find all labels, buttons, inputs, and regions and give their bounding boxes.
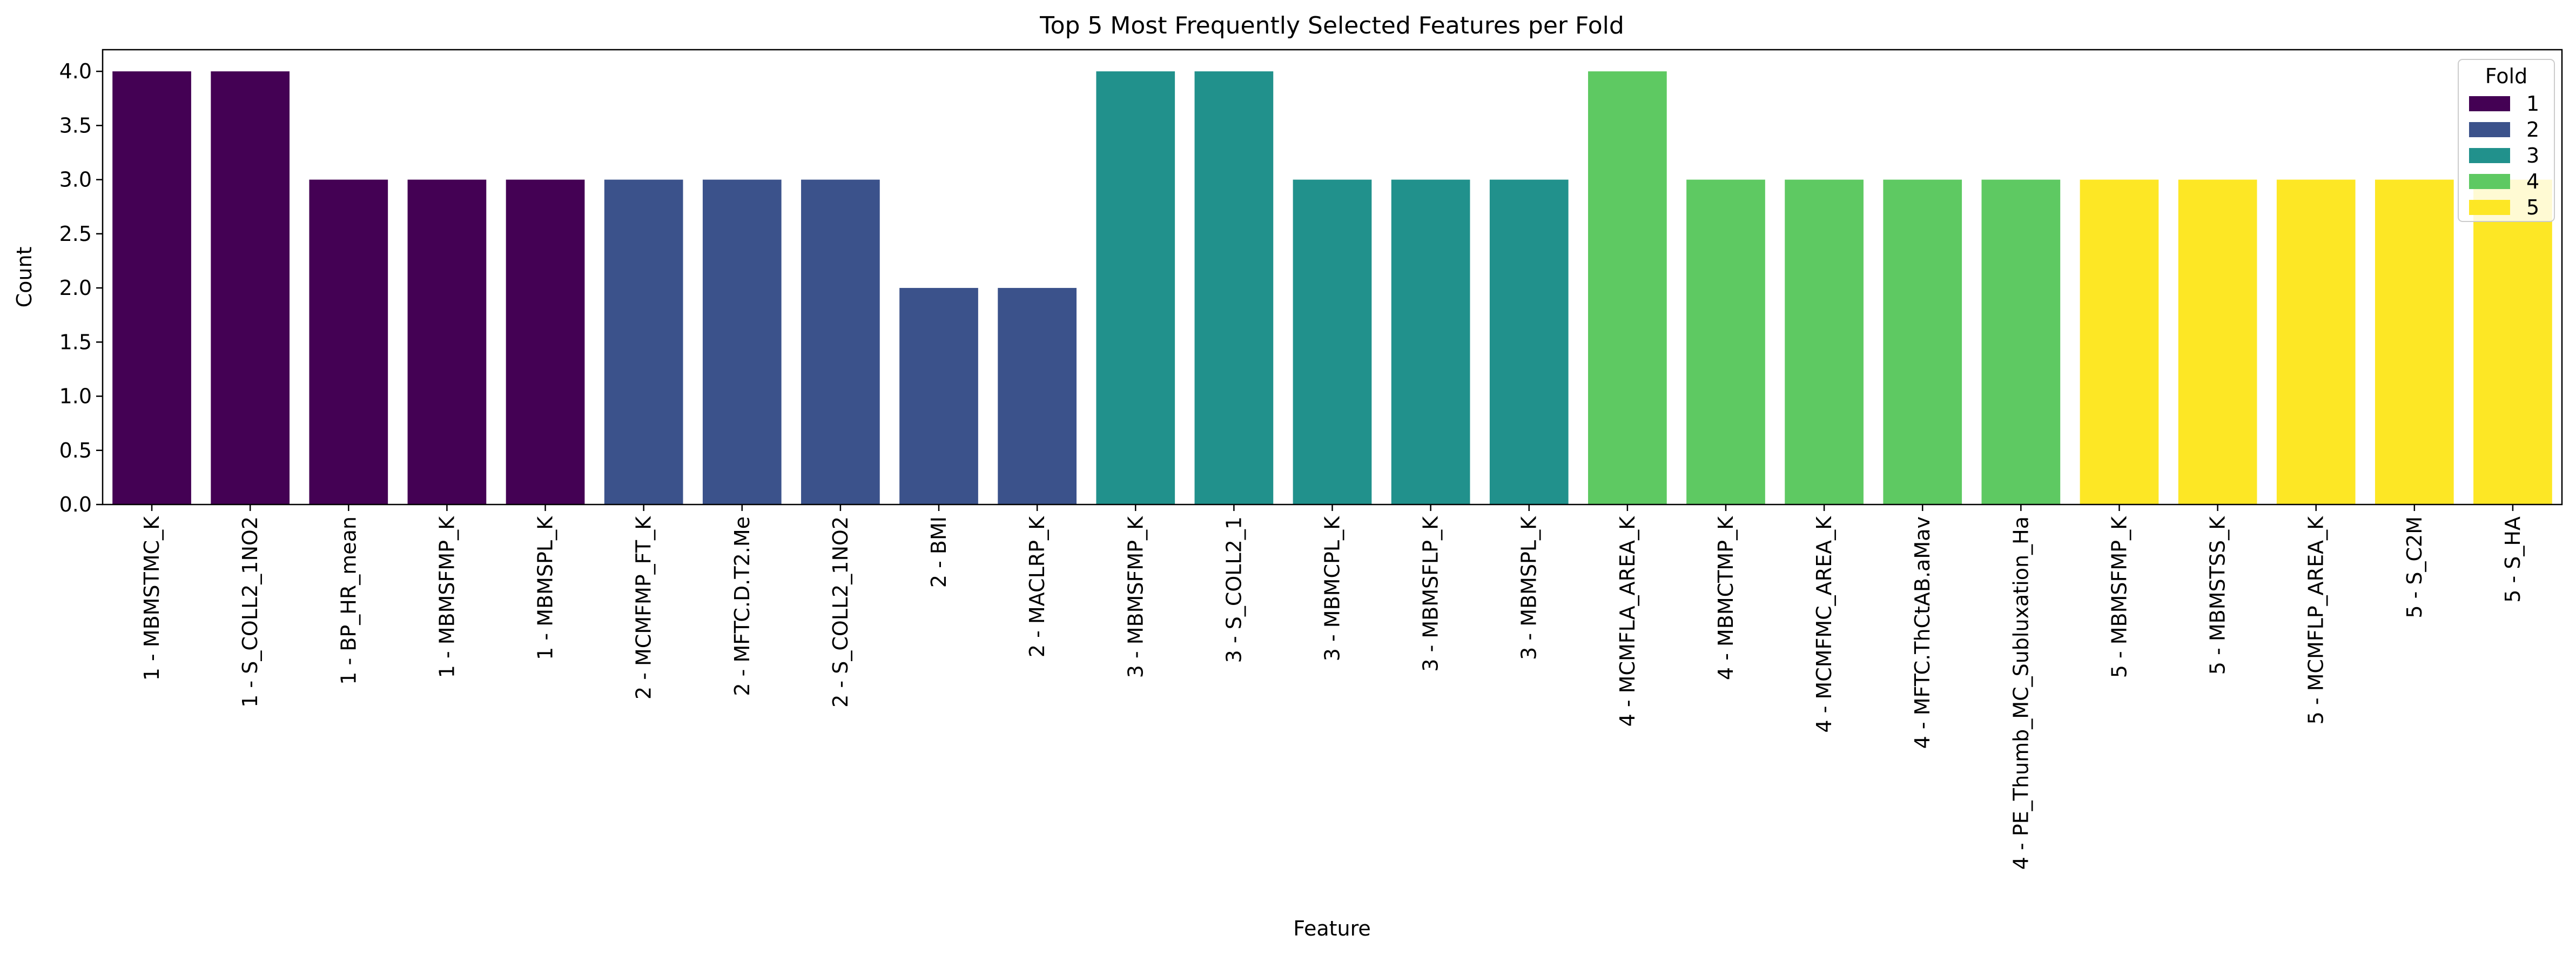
y-tick-label: 3.5 bbox=[59, 113, 92, 137]
x-tick-label: 4 - MCMFLA_AREA_K bbox=[1616, 516, 1639, 727]
x-axis-label: Feature bbox=[1293, 917, 1371, 940]
bar bbox=[1293, 179, 1372, 505]
legend-swatch bbox=[2469, 122, 2510, 137]
x-tick-label: 4 - MCMFMC_AREA_K bbox=[1812, 516, 1836, 733]
legend-label: 5 bbox=[2526, 196, 2539, 219]
x-tick-label: 1 - S_COLL2_1NO2 bbox=[238, 516, 262, 708]
bar bbox=[2276, 179, 2356, 505]
x-tick-label: 1 - MBMSFMP_K bbox=[435, 516, 459, 678]
bar bbox=[604, 179, 683, 505]
x-tick-label: 4 - MFTC.ThCtAB.aMav bbox=[1911, 516, 1934, 749]
x-tick-label: 5 - S_HA bbox=[2501, 516, 2525, 603]
bar bbox=[309, 179, 388, 505]
bar bbox=[1785, 179, 1864, 505]
bar bbox=[112, 71, 191, 505]
legend-label: 3 bbox=[2526, 144, 2539, 167]
x-tick-label: 1 - MBMSPL_K bbox=[534, 516, 557, 660]
bar bbox=[899, 288, 978, 505]
y-tick-label: 2.5 bbox=[59, 222, 92, 246]
y-tick-label: 2.0 bbox=[59, 276, 92, 300]
x-tick-label: 2 - MACLRP_K bbox=[1025, 516, 1049, 657]
bar bbox=[2080, 179, 2159, 505]
bar bbox=[702, 179, 782, 505]
y-tick-label: 4.0 bbox=[59, 59, 92, 83]
y-tick-label: 3.0 bbox=[59, 168, 92, 192]
bar bbox=[1981, 179, 2061, 505]
bar bbox=[1588, 71, 1667, 505]
x-tick-label: 2 - MCMFMP_FT_K bbox=[632, 516, 656, 700]
legend-swatch bbox=[2469, 200, 2510, 215]
x-tick-label: 3 - MBMSFLP_K bbox=[1419, 516, 1443, 672]
legend-label: 1 bbox=[2526, 92, 2539, 116]
x-tick-label: 3 - MBMSFMP_K bbox=[1124, 516, 1147, 678]
x-tick-label: 3 - MBMSPL_K bbox=[1517, 516, 1541, 660]
plot-frame bbox=[102, 49, 2563, 506]
bar bbox=[1391, 179, 1470, 505]
bar bbox=[2178, 179, 2257, 505]
x-tick-label: 3 - S_COLL2_1 bbox=[1222, 516, 1246, 663]
bar bbox=[998, 288, 1077, 505]
y-tick-label: 0.0 bbox=[59, 493, 92, 516]
y-axis: 0.0 0.5 1.0 1.5 2.0 2.5 3.0 3.5 4.0 bbox=[59, 59, 103, 516]
y-tick-label: 0.5 bbox=[59, 439, 92, 462]
bar bbox=[1883, 179, 1962, 505]
x-tick-label: 5 - MCMFLP_AREA_K bbox=[2304, 516, 2328, 724]
x-tick-label: 5 - MBMSFMP_K bbox=[2107, 516, 2131, 678]
bar bbox=[1686, 179, 1765, 505]
x-tick-label: 1 - MBMSTMC_K bbox=[140, 516, 164, 681]
x-tick-label: 5 - MBMSTSS_K bbox=[2206, 516, 2230, 675]
y-tick-label: 1.5 bbox=[59, 330, 92, 354]
legend: Fold 123 4 5 bbox=[2458, 59, 2555, 222]
bar bbox=[1489, 179, 1569, 505]
x-tick-label: 4 - PE_Thumb_MC_Subluxation_Ha bbox=[2009, 516, 2033, 870]
chart-title: Top 5 Most Frequently Selected Features … bbox=[1039, 12, 1624, 39]
legend-label: 4 bbox=[2526, 170, 2539, 193]
legend-swatch bbox=[2469, 96, 2510, 111]
x-tick-label: 4 - MBMCTMP_K bbox=[1714, 516, 1738, 680]
bars bbox=[112, 71, 2552, 505]
x-tick-label: 2 - BMI bbox=[927, 516, 951, 588]
legend-title: Fold bbox=[2485, 64, 2527, 88]
y-tick-label: 1.0 bbox=[59, 385, 92, 408]
legend-label: 2 bbox=[2526, 118, 2539, 142]
legend-swatch bbox=[2469, 174, 2510, 189]
bar bbox=[801, 179, 880, 505]
x-tick-label: 2 - S_COLL2_1NO2 bbox=[829, 516, 852, 708]
bar bbox=[1194, 71, 1274, 505]
x-axis: 1 - MBMSTMC_K 1 - S_COLL2_1NO2 1 - BP_HR_m… bbox=[140, 505, 2525, 870]
x-tick-label: 1 - BP_HR_mean bbox=[337, 516, 360, 685]
bar bbox=[2473, 179, 2552, 505]
bar bbox=[407, 179, 487, 505]
bar bbox=[506, 179, 585, 505]
x-tick-label: 3 - MBMCPL_K bbox=[1321, 516, 1344, 661]
bar bbox=[211, 71, 290, 505]
x-tick-label: 2 - MFTC.D.T2.Me bbox=[730, 516, 754, 696]
bar bbox=[2375, 179, 2454, 505]
legend-swatch bbox=[2469, 148, 2510, 163]
x-tick-label: 5 - S_C2M bbox=[2403, 516, 2426, 618]
bar bbox=[1096, 71, 1175, 505]
y-axis-label: Count bbox=[12, 247, 36, 308]
